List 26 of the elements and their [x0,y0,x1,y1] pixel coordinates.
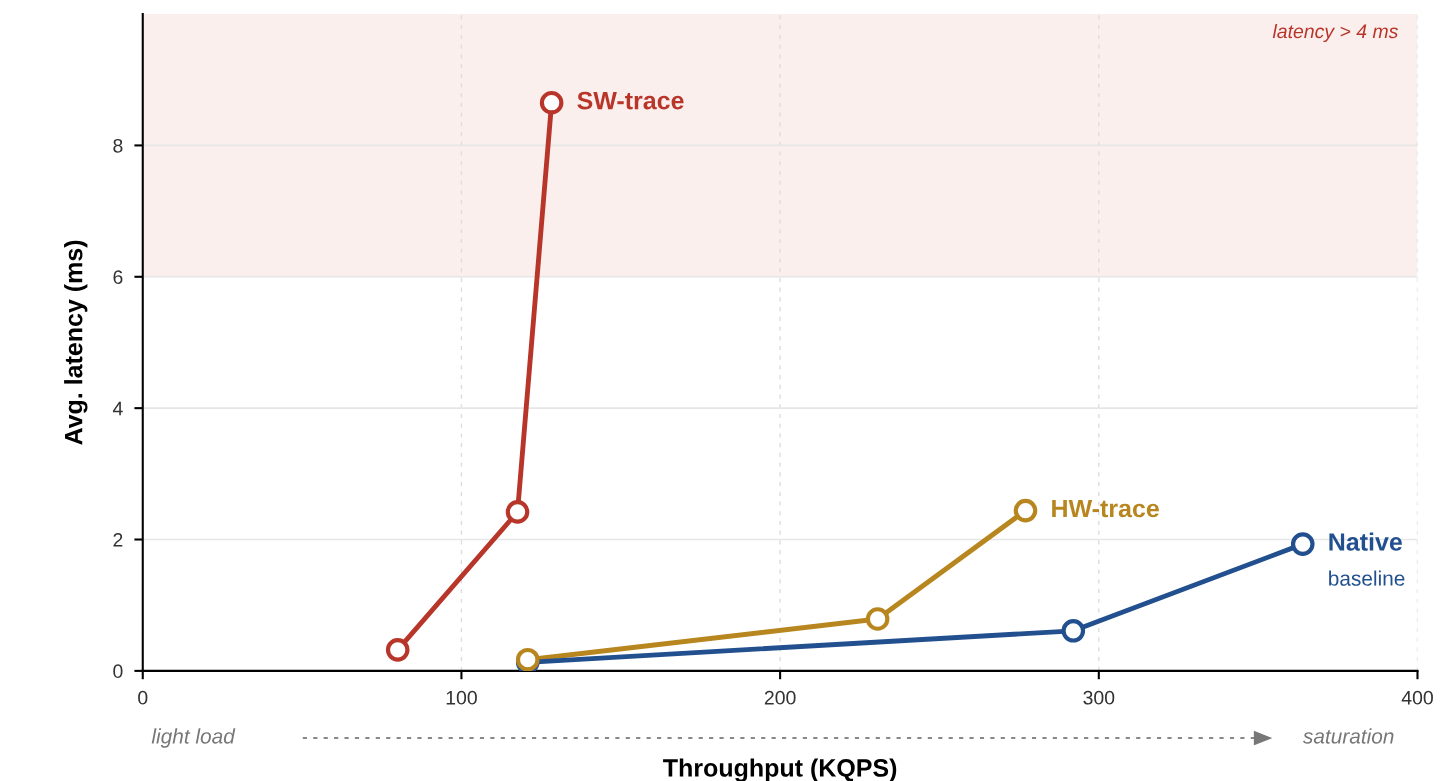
point [1061,619,1086,643]
series-label: SW-trace [577,91,684,110]
annotation: baseline [1329,570,1405,586]
series-label: HW-trace [1052,499,1159,518]
x-tick-label: 400 [1401,690,1433,705]
x-tick-label: 300 [1083,690,1115,705]
point [505,500,530,524]
band-label: latency > 4 ms [1272,23,1398,43]
x-tick-label: 200 [764,690,796,705]
point [1290,532,1315,556]
x-axis-title: Throughput (KQPS) [663,758,897,781]
point [385,638,410,662]
text: light load [151,728,236,748]
x-tick-label: 0 [138,690,148,705]
point [539,90,564,115]
y-tick-label: 8 [113,138,123,153]
x-tick-label: 100 [446,690,477,705]
y-tick-label: 6 [113,270,123,285]
y-tick-label: 0 [113,664,123,679]
point [1013,498,1038,523]
y-axis-title: Avg. latency (ms) [64,240,88,445]
series-label: Native [1329,532,1402,551]
text: saturation [1302,728,1394,744]
y-tick-label: 4 [112,401,123,416]
y-tick-label: 2 [113,532,123,547]
point [865,607,890,631]
